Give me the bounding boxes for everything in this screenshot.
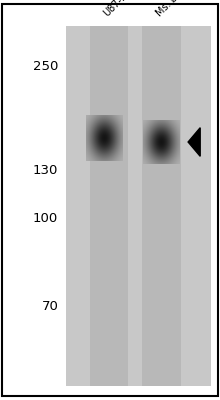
- Text: U87-MG: U87-MG: [102, 0, 136, 18]
- Text: Ms. brain: Ms. brain: [155, 0, 194, 18]
- Bar: [143, 26, 181, 386]
- Text: 130: 130: [33, 164, 58, 176]
- Polygon shape: [188, 128, 200, 156]
- Text: 250: 250: [33, 60, 58, 72]
- Text: 70: 70: [41, 300, 58, 312]
- Bar: [66, 26, 211, 386]
- Bar: [90, 26, 128, 386]
- Text: 100: 100: [33, 212, 58, 224]
